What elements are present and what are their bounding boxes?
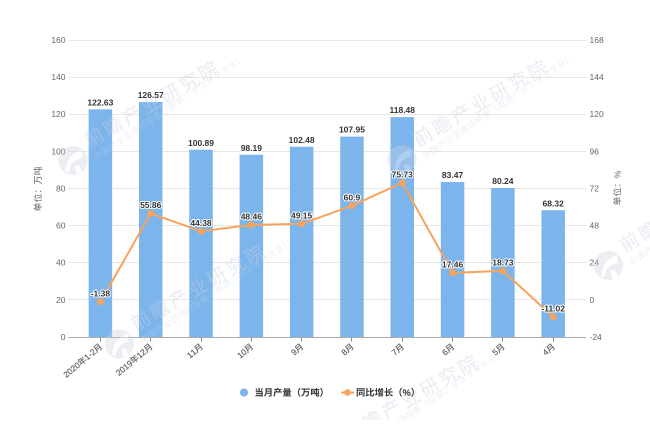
svg-text:68.32: 68.32 [543,198,565,208]
svg-text:160: 160 [51,35,65,45]
svg-text:-11.02: -11.02 [541,304,565,314]
svg-text:122.63: 122.63 [87,97,113,107]
svg-text:49.15: 49.15 [291,211,313,221]
svg-text:98.19: 98.19 [241,143,263,153]
svg-text:80: 80 [56,183,66,193]
svg-text:0: 0 [61,332,66,342]
svg-text:140: 140 [51,72,65,82]
svg-text:80.24: 80.24 [492,176,514,186]
svg-text:144: 144 [590,72,604,82]
svg-text:168: 168 [590,35,604,45]
svg-text:120: 120 [51,109,65,119]
svg-text:55.86: 55.86 [140,200,162,210]
svg-text:96: 96 [590,146,600,156]
svg-text:126.57: 126.57 [138,90,164,100]
svg-text:40: 40 [56,258,66,268]
svg-text:100: 100 [51,146,65,156]
svg-text:18.73: 18.73 [492,258,514,268]
svg-text:44.38: 44.38 [190,218,212,228]
svg-text:20: 20 [56,295,66,305]
svg-text:-1.38: -1.38 [91,289,111,299]
svg-text:72: 72 [590,183,600,193]
svg-text:17.46: 17.46 [442,260,464,270]
svg-text:-24: -24 [590,332,603,342]
svg-text:102.48: 102.48 [289,135,315,145]
svg-text:48.46: 48.46 [241,212,263,222]
svg-text:107.95: 107.95 [339,125,365,135]
svg-text:120: 120 [590,109,604,119]
svg-text:75.73: 75.73 [392,169,414,179]
svg-text:118.48: 118.48 [389,105,415,115]
svg-text:60: 60 [56,221,66,231]
svg-text:0: 0 [590,295,595,305]
svg-text:100.89: 100.89 [188,138,214,148]
svg-text:48: 48 [590,221,600,231]
svg-text:83.47: 83.47 [442,170,464,180]
svg-text:60.9: 60.9 [344,192,361,202]
